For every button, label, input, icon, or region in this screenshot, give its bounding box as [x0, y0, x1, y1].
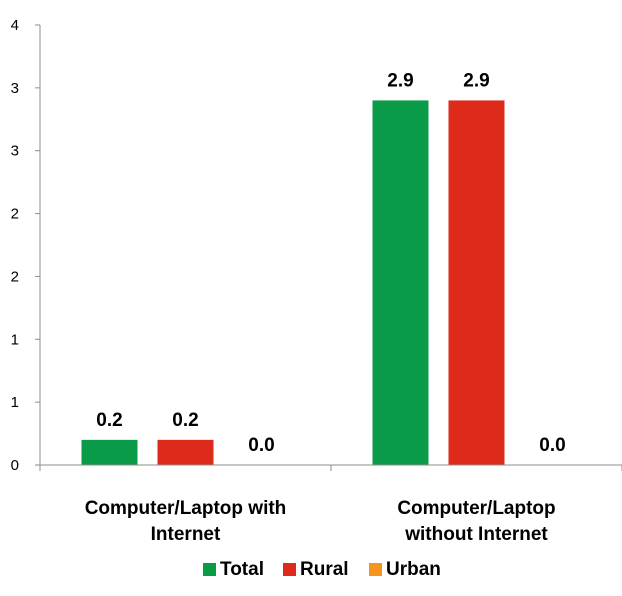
legend-label: Total — [220, 559, 264, 580]
x-category-label: Computer/Laptop — [397, 498, 555, 519]
legend-swatch-urban — [369, 563, 382, 576]
x-category-label: without Internet — [404, 524, 548, 545]
axes — [39, 25, 622, 471]
data-label: 2.9 — [463, 70, 489, 91]
y-axis-ticks: 0 1 1 2 2 3 3 4 — [11, 17, 40, 474]
data-label: 0.0 — [248, 435, 274, 456]
category-labels: Computer/Laptop with Internet Computer/Lap… — [85, 498, 556, 545]
bar-rural — [448, 100, 505, 465]
y-tick-label: 3 — [11, 80, 19, 97]
bar-total — [372, 100, 429, 465]
y-tick-label: 1 — [11, 331, 19, 348]
y-tick-label: 3 — [11, 143, 19, 160]
y-tick-label: 1 — [11, 394, 19, 411]
bar-total — [81, 439, 138, 465]
legend-label: Urban — [386, 559, 441, 580]
bars — [81, 100, 505, 465]
y-tick-label: 0 — [11, 457, 19, 474]
data-label: 2.9 — [387, 70, 413, 91]
data-label: 0.2 — [96, 410, 122, 431]
bar-rural — [157, 439, 214, 465]
x-category-label: Computer/Laptop with — [85, 498, 287, 519]
data-label: 0.2 — [172, 410, 198, 431]
legend-swatch-total — [203, 563, 216, 576]
x-category-label: Internet — [151, 524, 221, 545]
data-label: 0.0 — [539, 435, 565, 456]
legend-swatch-rural — [283, 563, 296, 576]
legend: Total Rural Urban — [203, 559, 441, 580]
y-tick-label: 2 — [11, 268, 19, 285]
legend-label: Rural — [300, 559, 349, 580]
y-tick-label: 4 — [11, 17, 19, 34]
y-tick-label: 2 — [11, 206, 19, 223]
data-labels: 0.2 0.2 0.0 2.9 2.9 0.0 — [96, 70, 565, 456]
